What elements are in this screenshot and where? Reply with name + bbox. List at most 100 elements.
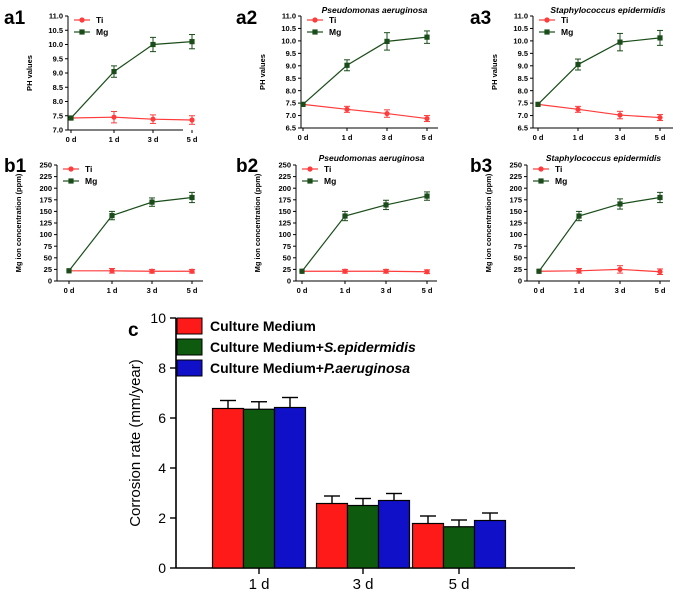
x-tick-label: 1 d: [573, 133, 584, 142]
x-tick-label: 5 d: [449, 576, 470, 593]
series-line-mg: [538, 196, 661, 272]
bar-culture-medium: [211, 407, 245, 569]
bar-s-epidermidis: [242, 408, 276, 569]
y-tick-label: 100: [509, 230, 522, 239]
y-tick-label: 100: [278, 230, 291, 239]
series-line-mg: [537, 37, 661, 105]
panel-label: b1: [4, 156, 27, 177]
y-tick-label: 200: [509, 184, 522, 193]
data-point-ti: [189, 117, 195, 123]
series-line-ti: [537, 103, 661, 119]
data-point-ti: [111, 114, 117, 120]
data-point-mg: [424, 34, 430, 40]
legend-label: Culture Medium+S.epidermidis: [210, 339, 416, 355]
data-point-ti: [575, 106, 581, 112]
x-tick-label: 3 d: [615, 133, 626, 142]
y-tick-label: 150: [509, 207, 522, 216]
x-tick-label: 1 d: [342, 133, 353, 142]
panel-title: Pseudomonas aeruginosa: [322, 5, 428, 15]
y-tick-label: 9.0: [518, 61, 528, 70]
y-tick-label: 6.5: [518, 124, 528, 133]
legend-label: Ti: [555, 164, 562, 174]
y-tick-label: 8.5: [53, 83, 63, 92]
legend-label: Culture Medium+P.aeruginosa: [210, 360, 410, 376]
series-line-ti: [302, 103, 428, 120]
y-axis-label: Mg ion concentration (ppm): [484, 173, 493, 272]
y-tick-label: 75: [44, 242, 52, 251]
y-tick-label: 0: [518, 277, 522, 286]
data-point-ti: [384, 110, 390, 117]
data-point-mg: [68, 115, 74, 121]
data-point-ti: [189, 268, 195, 274]
panel-b3: b3 Staphylococcus epidermidis 0 25 50 75 100 12…: [470, 153, 670, 295]
y-tick-label: 8.0: [286, 86, 296, 95]
x-tick-label: 1 d: [340, 286, 351, 295]
panel-title: Pseudomonas aeruginosa: [319, 153, 425, 163]
y-tick-label: 10: [150, 310, 166, 326]
y-tick-label: 200: [278, 184, 291, 193]
x-tick-label: 5 d: [187, 135, 198, 144]
legend-label: Ti: [329, 15, 336, 25]
data-point-ti: [109, 268, 115, 274]
data-point-mg: [66, 268, 72, 274]
legend-label: Mg: [85, 176, 97, 186]
legend-label: Mg: [561, 27, 573, 37]
y-tick-label: 25: [283, 265, 291, 274]
y-tick-label: 10.0: [513, 36, 528, 45]
data-point-mg: [189, 39, 195, 45]
y-tick-label: 8.0: [53, 97, 63, 106]
bar-s-epidermidis: [442, 526, 476, 569]
y-tick-label: 50: [283, 253, 291, 262]
x-tick-label: 1 d: [109, 135, 120, 144]
y-axis-label: PH values: [258, 54, 267, 90]
y-tick-label: 6: [158, 410, 166, 426]
x-tick-label: 1 d: [107, 286, 118, 295]
legend-marker: [79, 17, 85, 23]
data-point-ti: [617, 112, 623, 118]
data-point-mg: [189, 194, 195, 201]
y-tick-label: 225: [39, 172, 52, 181]
x-tick-label: 5 d: [655, 133, 666, 142]
x-tick-label: 0 d: [297, 286, 308, 295]
y-tick-label: 250: [39, 161, 52, 170]
data-point-mg: [342, 213, 348, 219]
y-tick-label: 7.5: [53, 111, 63, 120]
data-point-mg: [617, 39, 623, 45]
y-tick-label: 0: [48, 277, 52, 286]
y-tick-label: 225: [278, 172, 291, 181]
series-line-mg: [301, 195, 428, 272]
panel-c: c 0 2 4 6 8 10 1 d 3 d 5 d Corrosion rate (mm/year…: [127, 310, 575, 593]
x-tick-label: 0 d: [298, 133, 309, 142]
bar-p-aeruginosa: [273, 406, 307, 569]
panel-label: a3: [470, 8, 491, 29]
data-point-ti: [657, 269, 663, 275]
y-tick-label: 200: [39, 184, 52, 193]
y-tick-label: 50: [514, 253, 522, 262]
legend-label: Ti: [324, 164, 331, 174]
series-line-mg: [68, 196, 193, 272]
data-point-mg: [424, 193, 430, 199]
data-point-ti: [657, 114, 663, 121]
legend-marker: [307, 166, 313, 172]
bar-culture-medium: [411, 522, 445, 569]
legend-label: Mg: [329, 27, 341, 37]
data-point-mg: [111, 68, 117, 75]
legend-marker: [68, 178, 74, 184]
x-tick-label: 1 d: [249, 576, 270, 593]
data-point-mg: [576, 213, 582, 219]
y-tick-label: 175: [278, 195, 291, 204]
y-tick-label: 100: [39, 230, 52, 239]
legend-marker: [312, 29, 318, 35]
y-tick-label: 175: [509, 195, 522, 204]
y-tick-label: 0: [158, 560, 166, 576]
x-tick-label: 5 d: [187, 286, 198, 295]
series-line-mg: [302, 36, 428, 105]
legend-marker: [68, 166, 74, 172]
legend-label: Mg: [555, 176, 567, 186]
y-tick-label: 8: [158, 360, 166, 376]
data-point-mg: [617, 201, 623, 207]
legend-marker: [538, 166, 544, 172]
y-tick-label: 10.5: [281, 24, 296, 33]
y-tick-label: 4: [158, 460, 166, 476]
y-tick-label: 9.5: [286, 49, 296, 58]
